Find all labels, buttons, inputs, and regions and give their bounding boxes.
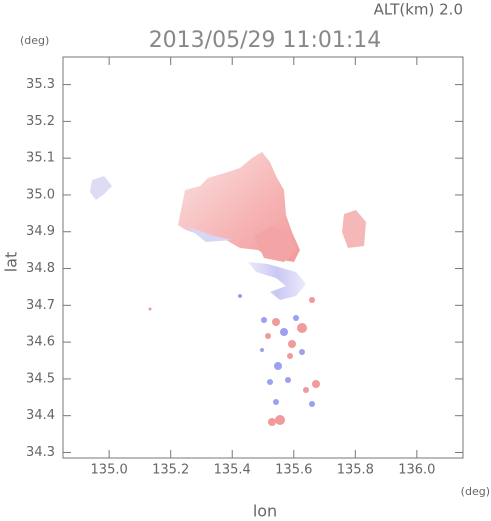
x-tick-label: 135.0 xyxy=(91,463,128,478)
y-tick-label: 34.7 xyxy=(26,298,55,313)
y-tick-label: 34.5 xyxy=(26,371,55,386)
y-tick-label: 35.0 xyxy=(26,187,55,202)
y-tick-label: 34.3 xyxy=(26,445,55,460)
x-axis-label: lon xyxy=(253,502,277,521)
x-tick-label: 136.0 xyxy=(398,463,435,478)
plot-frame xyxy=(62,56,464,459)
y-tick-label: 34.6 xyxy=(26,335,55,350)
altitude-label: ALT(km) 2.0 xyxy=(374,1,463,19)
x-tick-label: 135.2 xyxy=(152,463,189,478)
y-tick-label: 34.9 xyxy=(26,224,55,239)
chart-title: 2013/05/29 11:01:14 xyxy=(149,28,382,53)
y-tick-label: 35.3 xyxy=(26,77,55,92)
y-tick-label: 35.2 xyxy=(26,114,55,129)
x-tick-label: 135.6 xyxy=(275,463,312,478)
x-tick-label: 135.4 xyxy=(214,463,251,478)
y-axis-label: lat xyxy=(2,252,21,273)
x-unit: (deg) xyxy=(461,485,490,498)
field-image xyxy=(90,152,366,426)
y-unit: (deg) xyxy=(20,34,49,47)
y-tick-label: 35.1 xyxy=(26,151,55,166)
y-tick-label: 34.8 xyxy=(26,261,55,276)
y-tick-label: 34.4 xyxy=(26,408,55,423)
x-tick-label: 135.8 xyxy=(337,463,374,478)
